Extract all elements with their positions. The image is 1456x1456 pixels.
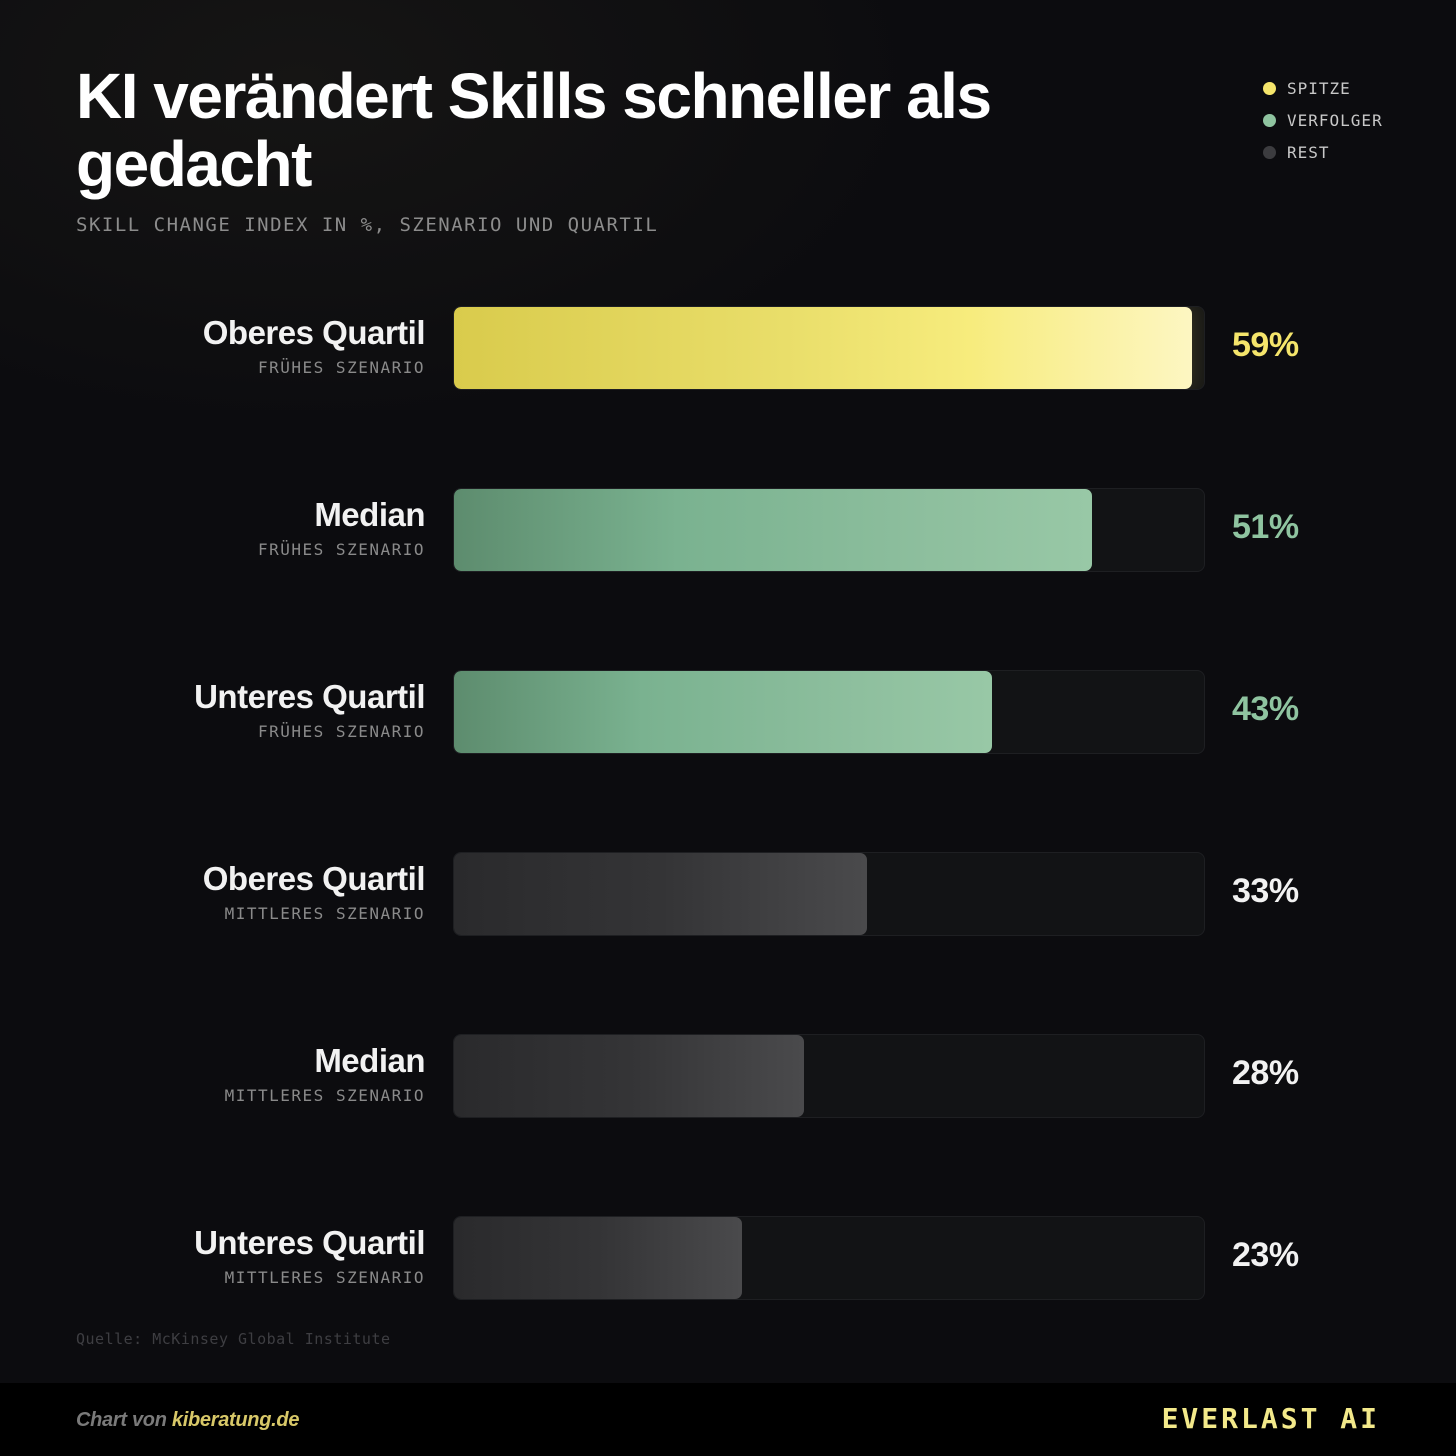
legend-item-spitze: SPITZE — [1263, 72, 1433, 104]
legend-dot-spitze — [1263, 81, 1276, 95]
bar-value-label: 43% — [1232, 690, 1299, 728]
bar-sublabel: FRÜHES SZENARIO — [258, 722, 425, 741]
footer: Chart von kiberatung.de EVERLAST AI — [0, 1383, 1456, 1456]
bar-spitze — [454, 307, 1192, 389]
legend-label-verfolger: VERFOLGER — [1287, 110, 1383, 130]
legend-item-rest: REST — [1263, 136, 1433, 168]
bar-chart: Oberes Quartil FRÜHES SZENARIO 59% Median FR… — [0, 306, 1456, 1300]
bar-sublabel: MITTLERES SZENARIO — [224, 1086, 425, 1105]
bar-row: Median FRÜHES SZENARIO 51% — [0, 488, 1456, 572]
bar-value-label: 23% — [1232, 1236, 1299, 1274]
bar-label: Oberes Quartil — [202, 860, 426, 897]
legend-dot-rest — [1263, 145, 1276, 159]
legend: SPITZE VERFOLGER REST — [1263, 72, 1433, 168]
bar-rest — [454, 853, 867, 935]
bar-label: Median — [314, 1042, 425, 1079]
bar-track — [453, 1034, 1205, 1118]
source-note: Quelle: McKinsey Global Institute — [76, 1330, 391, 1348]
bar-sublabel: FRÜHES SZENARIO — [258, 358, 425, 377]
bar-rest — [454, 1035, 804, 1117]
bar-row: Oberes Quartil FRÜHES SZENARIO 59% — [0, 306, 1456, 390]
bar-row: Unteres Quartil FRÜHES SZENARIO 43% — [0, 670, 1456, 754]
credit-prefix: Chart von — [76, 1409, 172, 1431]
bar-row: Unteres Quartil MITTLERES SZENARIO 23% — [0, 1216, 1456, 1300]
bar-value-label: 59% — [1232, 326, 1299, 364]
bar-track — [453, 670, 1205, 754]
chart-title: KI verändert Skills schneller als gedach… — [76, 60, 992, 200]
bar-track — [453, 488, 1205, 572]
bar-track — [453, 306, 1205, 390]
bar-value-label: 51% — [1232, 508, 1299, 546]
legend-label-spitze: SPITZE — [1287, 78, 1351, 98]
bar-sublabel: MITTLERES SZENARIO — [224, 904, 425, 923]
bar-label: Unteres Quartil — [194, 678, 425, 715]
bar-track — [453, 852, 1205, 936]
credit-link[interactable]: kiberatung.de — [171, 1409, 300, 1431]
bar-track — [453, 1216, 1205, 1300]
bar-sublabel: MITTLERES SZENARIO — [224, 1268, 425, 1287]
bar-label: Oberes Quartil — [202, 314, 426, 351]
bar-rest — [454, 1217, 742, 1299]
bar-value-label: 33% — [1232, 872, 1299, 910]
bar-verfolger — [454, 671, 992, 753]
footer-credit: Chart von kiberatung.de — [76, 1409, 299, 1432]
legend-dot-verfolger — [1263, 113, 1276, 127]
legend-label-rest: REST — [1287, 142, 1330, 162]
bar-row: Median MITTLERES SZENARIO 28% — [0, 1034, 1456, 1118]
legend-item-verfolger: VERFOLGER — [1263, 104, 1433, 136]
bar-sublabel: FRÜHES SZENARIO — [258, 540, 425, 559]
bar-verfolger — [454, 489, 1092, 571]
chart-subtitle: SKILL CHANGE INDEX IN %, SZENARIO UND QU… — [76, 214, 659, 236]
bar-label: Unteres Quartil — [194, 1224, 425, 1261]
brand-logo: EVERLAST AI — [1161, 1402, 1380, 1435]
bar-label: Median — [314, 496, 425, 533]
bar-value-label: 28% — [1232, 1054, 1299, 1092]
bar-row: Oberes Quartil MITTLERES SZENARIO 33% — [0, 852, 1456, 936]
